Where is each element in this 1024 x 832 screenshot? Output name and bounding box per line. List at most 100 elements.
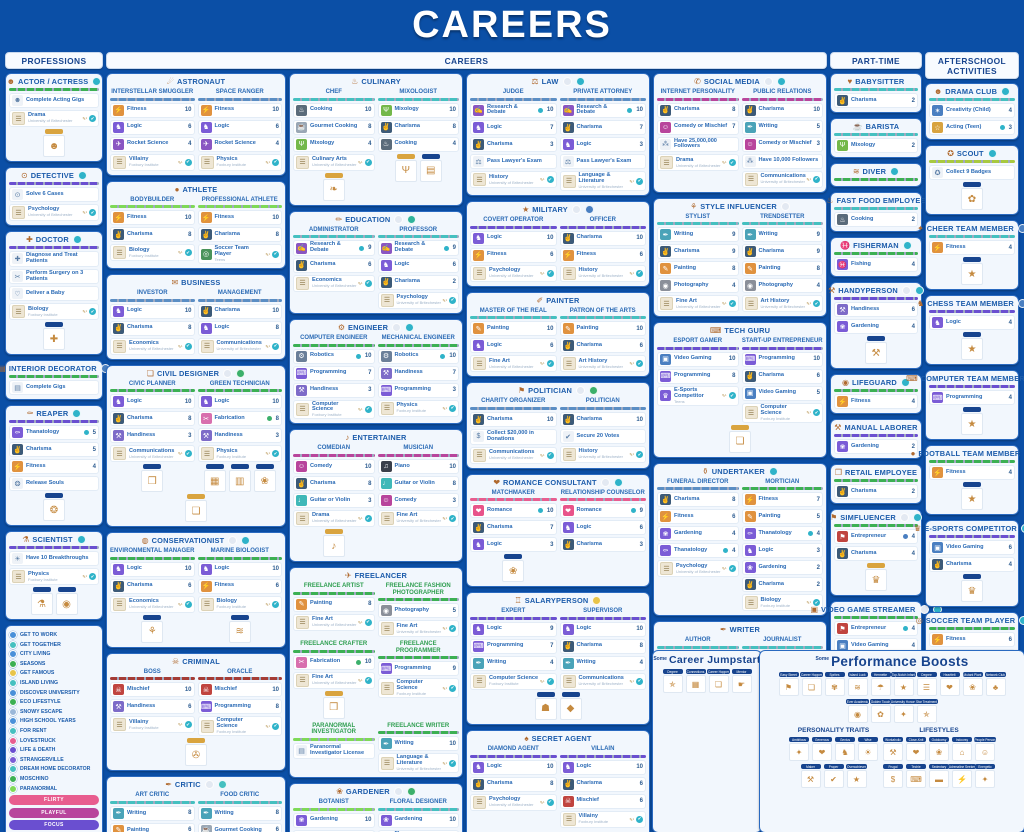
skill-icon: ▣ — [837, 640, 848, 651]
mood-bar — [470, 407, 557, 410]
skill-level: 9 — [732, 231, 736, 238]
skill-name: Psychology University of Britechester — [676, 562, 721, 574]
skill-icon: ✌ — [296, 259, 307, 271]
boost-chip-icon: ☰ — [916, 678, 937, 696]
reward-chip — [187, 494, 205, 500]
skill-icon: ☰ — [380, 512, 394, 525]
track: ✚ Diagnose and Treat Patients ✂ Perform Sur… — [9, 246, 99, 351]
tracks: ♨ Cooking 2 — [834, 207, 918, 227]
skill-icon: ♞ — [113, 121, 124, 133]
skill-name: Research & Debate — [310, 241, 341, 254]
degree-badges: ✎¹✔ — [442, 684, 456, 692]
track: Public Relations ✌ Charisma 10 ✒ Writing 5 ☺ Com… — [741, 88, 823, 188]
card-title: Actor / Actress — [18, 77, 89, 86]
legend-pack-item: Dream Home Decorator — [9, 765, 99, 774]
boost-chip: Degree ✯ — [662, 669, 683, 693]
tracks: ✌ Charisma 2 — [834, 479, 918, 499]
mood-bar — [293, 343, 375, 347]
skill-icon: ⌨ — [932, 392, 943, 403]
skill-level: 10 — [184, 308, 192, 315]
legend-pack-label: Moschino — [20, 775, 49, 782]
skill-name: Logic — [487, 234, 502, 241]
skill-level: 10 — [184, 107, 192, 114]
skill-row: ❀ Gardening 10 — [377, 812, 459, 828]
card-law: ⚖ Law Judge ✍ Research & Debate 10 ♞ Logic 7 ✌ Cha… — [466, 73, 650, 197]
tracks: ⚡ Fitness 4 — [834, 389, 918, 409]
skill-level: 8 — [188, 231, 192, 238]
reward-chip — [963, 182, 981, 187]
reward-chip — [536, 691, 555, 697]
skill-row: ♞ Logic 7 — [470, 120, 557, 136]
skill-name: Painting — [758, 264, 781, 271]
skill-icon: ♞ — [200, 563, 212, 575]
skill-name: Comedy or Mischief — [758, 140, 812, 147]
detective-icon: ⊙ — [21, 171, 28, 180]
skill-level: 4 — [550, 660, 554, 667]
skill-level: 10 — [636, 626, 643, 633]
pack-dot — [537, 107, 543, 113]
track-name: Investor — [136, 290, 168, 297]
graduation-badge: ✔ — [546, 360, 554, 368]
skill-row: ✌ Charisma 8 — [110, 411, 195, 427]
tracks: ☻ Complete Acting Gigs ☰ Drama University of… — [9, 88, 99, 157]
pack-dot — [83, 430, 89, 436]
skill-icon: ⚡ — [744, 494, 756, 506]
skill-level: 5 — [452, 607, 456, 614]
pack-badge-icon — [77, 171, 87, 180]
degree-badges: ✎¹✔ — [540, 798, 554, 806]
skill-level: 10 — [184, 398, 192, 405]
boost-chip: Ever Academic ◉ — [845, 699, 870, 723]
skill-icon: ⌨ — [296, 367, 307, 379]
skill-icon: ☰ — [296, 615, 309, 629]
boost-chip-label: Outdoorsy — [929, 737, 949, 742]
track-name: Public Relations — [753, 89, 812, 95]
card-title: Criminal — [182, 656, 220, 666]
mood-bar — [197, 389, 282, 393]
pack-badge-icon — [571, 205, 581, 215]
skill-icon: ⚡ — [113, 104, 124, 116]
skill-name: Handiness — [394, 369, 423, 376]
skill-name: Logic — [487, 123, 502, 130]
card-title: Reaper — [36, 409, 69, 419]
skill-row: ✌ Charisma 8 — [470, 776, 557, 792]
legend-pack-item: City Living — [9, 650, 99, 659]
objective-label: Release Souls — [26, 480, 64, 486]
boost-chip: Star Treatment ✯ — [914, 699, 939, 723]
skill-name: History University of Britechester — [489, 173, 534, 185]
tracks: Botanist❀Gardening10♞Logic10☰BiologyFoxb… — [293, 798, 459, 832]
skill-name: Charisma — [487, 140, 513, 147]
mood-bar — [929, 235, 1015, 238]
track: Musician ♫ Piano 10 ♩ Guitar or Violin 8 ☺ Comed… — [377, 444, 459, 527]
legend-pack-label: Lovestruck — [20, 737, 56, 744]
skill-icon: ✎ — [296, 598, 307, 610]
boost-chip-icon: ❤ — [812, 743, 832, 761]
skill-icon: ✌ — [562, 539, 574, 551]
main-layout: Professions ☻ Actor / Actress ☻ Complete Ac… — [0, 50, 1024, 832]
skill-icon: ⚙ — [380, 350, 392, 362]
graduation-badge: ✔ — [184, 158, 192, 166]
skill-level: 2 — [911, 488, 915, 495]
mood-bar — [293, 235, 375, 239]
careers-col-2: ♨ Culinary Chef ♨ Cooking 10 ☕ Gourmet Cooking 8… — [289, 73, 463, 832]
track: Interstellar Smuggler ⚡ Fitness 10 ♞ Logic 6 ✈ R… — [110, 88, 195, 171]
track: ✌ Charisma 2 — [834, 88, 918, 108]
objective-label: Paranormal Investigator License — [310, 743, 365, 756]
card-retail-employee: ❒ Retail Employee ✌ Charisma 2 — [830, 464, 922, 504]
skill-icon: ❀ — [837, 441, 848, 452]
skill-name: Logic — [394, 261, 410, 268]
pack-badge-icon — [72, 235, 82, 244]
skill-row: ✌ Charisma 10 — [559, 412, 646, 427]
skill-row: ☰ History University of Britechester ✎¹ ✔ — [559, 446, 646, 463]
skill-name: Guitar or Violin — [394, 479, 435, 486]
reward-item: ◉ — [55, 587, 78, 616]
card-title-row: ♓ Fisherman — [834, 241, 918, 252]
degree-badges: ✎¹✔ — [806, 175, 820, 183]
skill-name: Fabrication — [214, 414, 245, 421]
boost-chip-label: Island Luck — [847, 672, 868, 677]
reward-image: ❒ — [322, 696, 345, 719]
degree-boost-icons: ✎¹ — [629, 452, 634, 457]
skill-row: ☰ Villainy Foxbury Institute ✎¹ ✔ — [559, 810, 646, 828]
skill-icon: ⚡ — [200, 580, 212, 592]
card-title: Politician — [528, 386, 573, 396]
